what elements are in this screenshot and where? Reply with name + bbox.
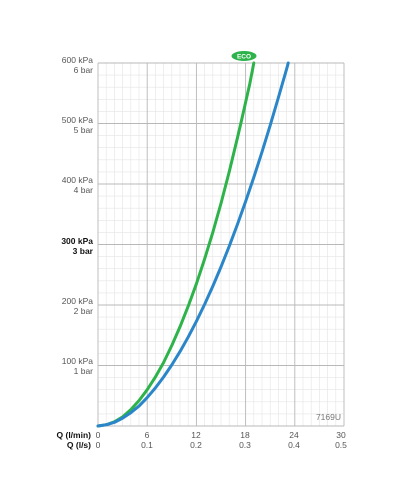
grid-major [97,62,345,427]
y-tick-bar: 6 bar [74,65,94,75]
x-tick-lmin: 30 [336,430,346,440]
eco-badge-label: ECO [237,54,251,61]
x-tick-lmin: 12 [191,430,201,440]
x-tick-lmin: 0 [96,430,101,440]
x-tick-ls: 0 [96,440,101,450]
eco-badge: ECO [230,50,258,62]
x-axis-label-ls: Q (l/s) [67,440,91,450]
y-tick-bar: 5 bar [74,125,94,135]
x-tick-ls: 0.2 [190,440,202,450]
y-tick-kpa: 100 kPa [62,356,93,366]
y-tick-bar: 2 bar [74,306,94,316]
x-tick-lmin: 18 [240,430,250,440]
eco-badge-shape [230,50,258,62]
y-tick-kpa: 200 kPa [62,296,93,306]
x-tick-ls: 0.3 [239,440,251,450]
x-tick-ls: 0.1 [141,440,153,450]
y-tick-kpa: 600 kPa [62,55,93,65]
series-layer [96,61,290,428]
y-tick-bar: 1 bar [74,366,94,376]
y-tick-kpa: 300 kPa [61,236,93,246]
y-tick-kpa: 400 kPa [62,175,93,185]
x-tick-ls: 0.4 [288,440,300,450]
y-tick-bar: 4 bar [74,185,94,195]
product-code-label: 7169U [316,412,341,422]
x-tick-labels: Q (l/min) Q (l/s) 0 6 12 18 24 30 0 0.1 … [57,430,348,450]
x-tick-ls: 0.5 [335,440,347,450]
y-tick-labels: 600 kPa 6 bar 500 kPa 5 bar 400 kPa 4 ba… [61,55,93,376]
x-tick-lmin: 6 [145,430,150,440]
y-tick-bar: 3 bar [73,246,94,256]
x-tick-lmin: 24 [289,430,299,440]
y-tick-kpa: 500 kPa [62,115,93,125]
series-line-standard [96,61,290,428]
x-axis-label-lmin: Q (l/min) [57,430,92,440]
series-line-eco [96,61,256,428]
